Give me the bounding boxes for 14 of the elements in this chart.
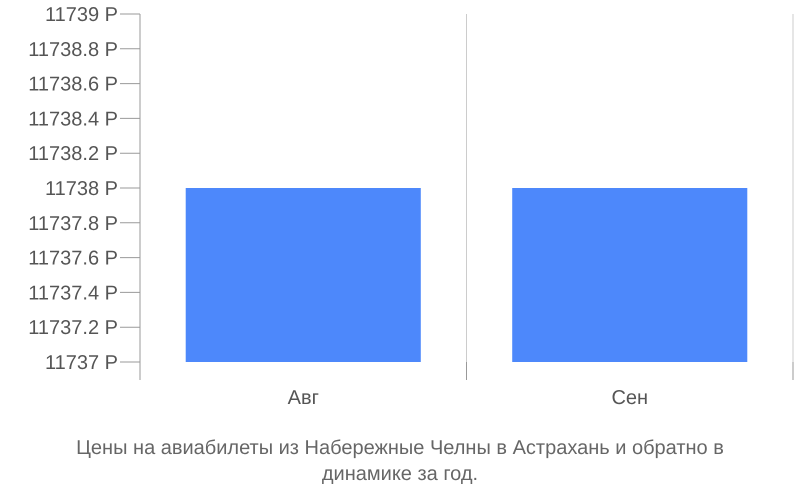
y-tick-label: 11738.4 Р [28,108,118,130]
y-tick-label: 11738.2 Р [28,143,118,166]
y-tick-label: 11737 Р [44,352,118,374]
y-tick-label: 11738 Р [44,178,118,200]
y-tick-label: 11737.4 Р [28,282,118,304]
y-tick-label: 11737.6 Р [28,248,118,270]
y-tick-label: 11737.2 Р [28,317,118,340]
x-tick-label: Сен [611,387,648,409]
y-tick-label: 11737.8 Р [28,212,118,235]
y-tick-label: 11739 Р [44,4,118,26]
y-tick-label: 11738.6 Р [28,74,118,96]
y-tick-label: 11738.8 Р [28,38,118,61]
text: Цены на авиабилеты из Набережные Челны в Астрахань и обратно в динамике за год. [76,437,724,485]
x-tick-label: Авг [288,387,319,409]
